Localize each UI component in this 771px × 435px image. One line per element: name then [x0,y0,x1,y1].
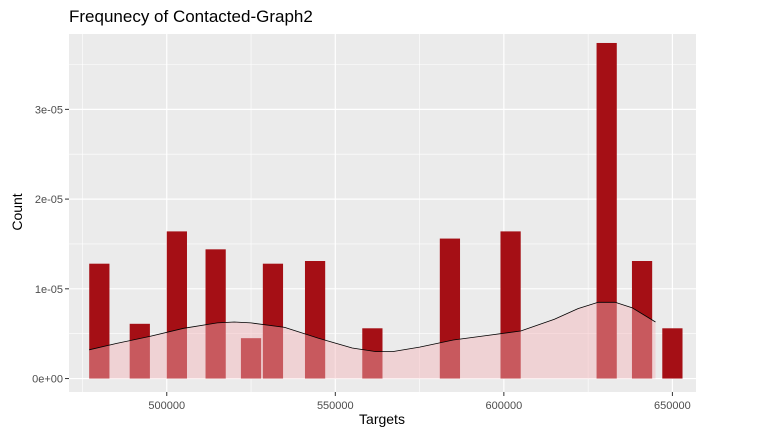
histogram-bar [362,328,383,379]
histogram-bar [500,231,521,379]
histogram-bar [166,231,187,379]
histogram-bar [240,338,262,379]
density-curve [89,301,656,379]
y-tick-label: 2e-05 [35,194,63,206]
y-tick-label: 0e+00 [32,374,63,386]
y-axis-title: Count [9,193,25,230]
y-axis: 0e+00 1e-05 2e-05 3e-05 [32,104,69,386]
minor-gridlines [69,34,696,392]
x-tick-label: 600000 [485,400,522,412]
histogram-bar [304,261,326,379]
histogram-bar [439,238,461,379]
density-line [89,301,656,352]
histogram-bar [262,263,284,379]
histogram-bar [662,328,683,379]
y-tick-label: 3e-05 [35,104,63,116]
x-tick-label: 650000 [654,400,691,412]
histogram-bar [205,249,226,379]
histogram-bar [631,261,653,379]
chart-title: Frequnecy of Contacted-Graph2 [69,7,313,26]
x-tick-label: 500000 [148,400,185,412]
y-tick-label: 1e-05 [35,284,63,296]
x-axis: 500000 550000 600000 650000 [148,392,691,412]
density-area [89,302,656,379]
x-tick-label: 550000 [317,400,354,412]
histogram-bar [89,263,110,379]
x-axis-title: Targets [359,411,405,427]
histogram-bars [89,42,683,379]
histogram-bar [596,42,617,379]
